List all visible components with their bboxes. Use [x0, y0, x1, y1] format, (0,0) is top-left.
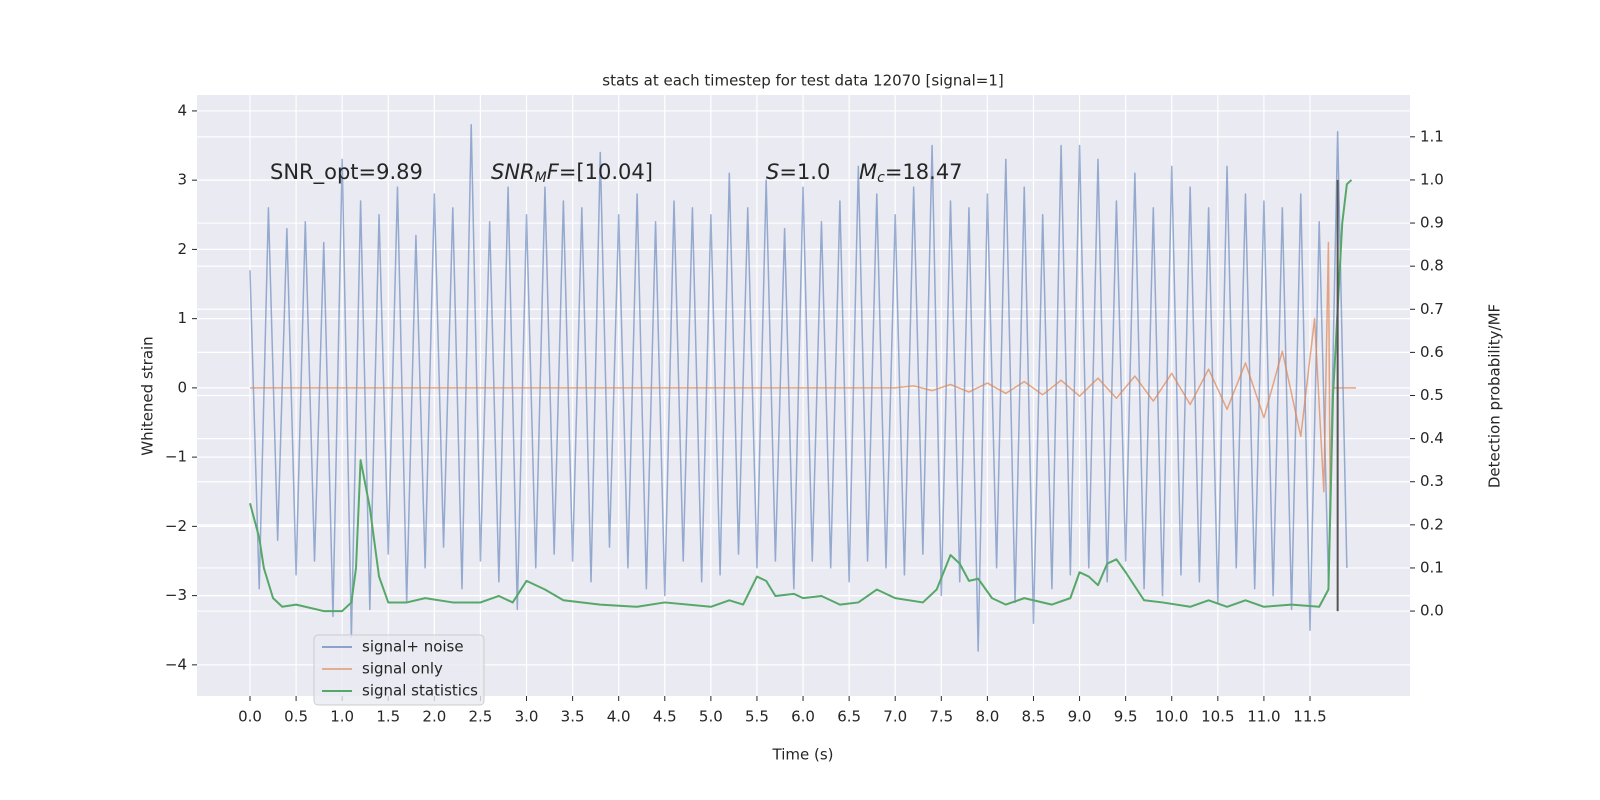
x-tick-label: 11.5 [1293, 708, 1326, 726]
y2-tick-label: 0.3 [1420, 472, 1444, 490]
y2-tick-label: 0.1 [1420, 558, 1444, 576]
x-tick-label: 2.0 [422, 708, 446, 726]
x-tick-label: 4.5 [653, 708, 677, 726]
legend-label: signal only [362, 660, 443, 678]
y-tick-label: −4 [165, 655, 187, 673]
x-axis-label: Time (s) [772, 746, 834, 764]
x-tick-label: 0.0 [238, 708, 262, 726]
y2-tick-label: 0.9 [1420, 214, 1444, 232]
annotation-part: SNR [491, 160, 535, 184]
x-tick-label: 11.0 [1247, 708, 1280, 726]
y2-tick-label: 0.0 [1420, 602, 1444, 620]
y2-tick-label: 0.6 [1420, 343, 1444, 361]
x-tick-label: 3.0 [515, 708, 539, 726]
x-tick-label: 5.5 [745, 708, 769, 726]
y-axis-label: Whitened strain [139, 336, 157, 455]
legend-label: signal+ noise [362, 638, 464, 656]
x-tick-label: 9.5 [1114, 708, 1138, 726]
annotation: S=1.0 [766, 160, 830, 184]
annotation-part: S [766, 160, 779, 184]
y-tick-label: 1 [177, 309, 187, 327]
annotation-part: c [877, 170, 885, 186]
x-tick-label: 8.0 [975, 708, 999, 726]
x-tick-label: 7.5 [929, 708, 953, 726]
x-tick-label: 2.5 [469, 708, 493, 726]
y2-tick-label: 1.1 [1420, 127, 1444, 145]
legend-label: signal statistics [362, 682, 478, 700]
x-tick-label: 10.0 [1155, 708, 1188, 726]
annotation-part: =18.47 [885, 160, 963, 184]
annotation: SNR_opt=9.89 [270, 160, 423, 185]
y2-tick-label: 1.0 [1420, 170, 1444, 188]
annotation-part: =1.0 [779, 160, 830, 184]
x-tick-label: 5.0 [699, 708, 723, 726]
x-tick-label: 10.5 [1201, 708, 1234, 726]
annotation-part: M [859, 160, 877, 184]
x-tick-label: 1.5 [376, 708, 400, 726]
y2-tick-label: 0.4 [1420, 429, 1444, 447]
annotation: SNRMF=[10.04] [491, 160, 653, 186]
chart-title: stats at each timestep for test data 120… [602, 72, 1003, 90]
x-tick-label: 9.0 [1068, 708, 1092, 726]
y-tick-label: 0 [177, 378, 187, 396]
marks [249, 124, 1357, 652]
y-tick-label: −1 [165, 448, 187, 466]
y2-tick-label: 0.8 [1420, 257, 1444, 275]
x-tick-label: 7.0 [883, 708, 907, 726]
y-tick-label: 4 [177, 101, 187, 119]
labels: 0.0 0.5 1.0 1.5 2.0 2.5 3.0 3.5 4.0 4.5 5.0 5.5 6.0 6… [165, 101, 1444, 725]
annotation-part: M [535, 170, 547, 186]
annotation-part: =[10.04] [559, 160, 653, 184]
y2-tick-label: 0.5 [1420, 386, 1444, 404]
x-tick-label: 6.5 [837, 708, 861, 726]
x-tick-label: 1.0 [330, 708, 354, 726]
y2-axis-label: Detection probability/MF [1486, 304, 1504, 488]
x-tick-label: 6.0 [791, 708, 815, 726]
series-line [250, 241, 1357, 521]
y-tick-label: −3 [165, 586, 187, 604]
x-tick-label: 3.5 [561, 708, 585, 726]
y2-tick-label: 0.7 [1420, 300, 1444, 318]
annotation-part: SNR_opt=9.89 [270, 160, 423, 185]
y-tick-label: 2 [177, 240, 187, 258]
annotation: Mc=18.47 [859, 160, 963, 186]
x-tick-label: 4.0 [607, 708, 631, 726]
annotation-part: F [547, 160, 560, 184]
x-tick-label: 8.5 [1022, 708, 1046, 726]
series-line [249, 179, 1353, 613]
x-tick-label: 0.5 [284, 708, 308, 726]
y2-tick-label: 0.2 [1420, 515, 1444, 533]
y-tick-label: 3 [177, 171, 187, 189]
legend-box [313, 634, 485, 706]
y-tick-label: −2 [165, 517, 187, 535]
